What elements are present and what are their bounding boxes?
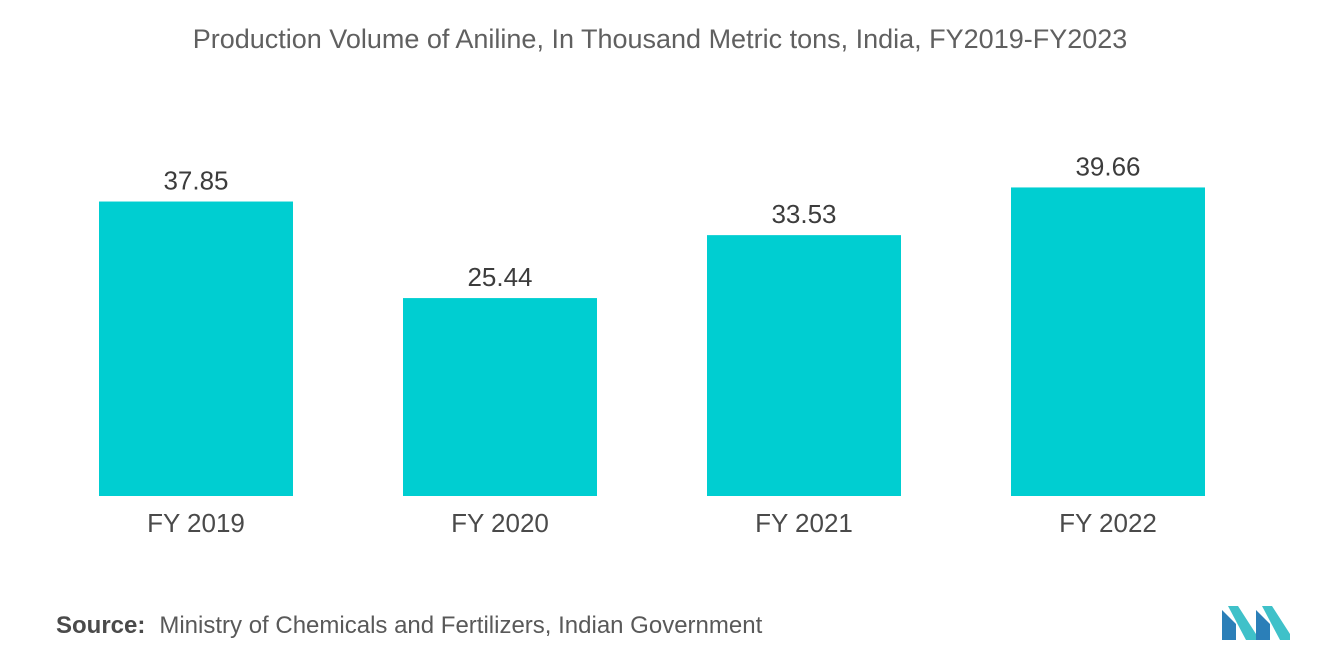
source-label: Source: xyxy=(56,612,146,639)
category-labels-group: FY 2019 FY 2020 FY 2021 FY 2022 xyxy=(147,508,1157,538)
category-label: FY 2022 xyxy=(1059,508,1157,538)
bar-fy-2021 xyxy=(707,235,901,496)
chart-title: Production Volume of Aniline, In Thousan… xyxy=(192,24,1128,54)
logo-shape-mid-left xyxy=(1228,606,1256,640)
bar-fy-2020 xyxy=(403,298,597,496)
value-label: 37.85 xyxy=(163,166,228,196)
bar-fy-2022 xyxy=(1011,187,1205,497)
category-label: FY 2020 xyxy=(451,508,549,538)
bar-fy-2019 xyxy=(99,201,293,497)
source-note: Source: Ministry of Chemicals and Fertili… xyxy=(56,612,762,640)
value-label: 25.44 xyxy=(467,262,532,292)
logo-shape-left xyxy=(1222,610,1236,640)
category-label: FY 2019 xyxy=(147,508,245,538)
value-labels-group: 37.85 25.44 33.53 39.66 xyxy=(163,151,1140,292)
bars-group xyxy=(99,187,1205,497)
value-label: 33.53 xyxy=(771,199,836,229)
value-label: 39.66 xyxy=(1075,151,1140,181)
mordor-intelligence-logo-icon xyxy=(1222,606,1290,640)
logo-shape-mid-right xyxy=(1256,610,1270,640)
category-label: FY 2021 xyxy=(755,508,853,538)
source-text: Ministry of Chemicals and Fertilizers, I… xyxy=(159,612,763,639)
logo-shape-right xyxy=(1262,606,1290,640)
